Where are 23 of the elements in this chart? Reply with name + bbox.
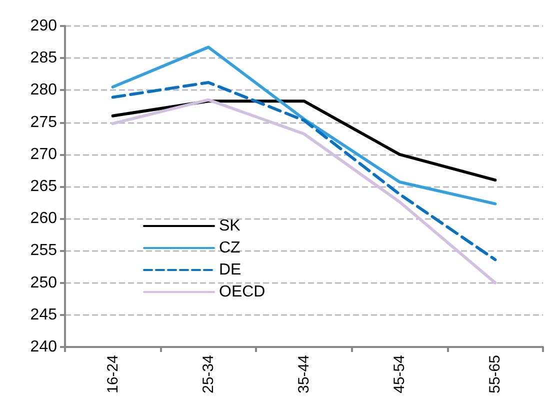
x-tick-label: 55-65 bbox=[486, 355, 504, 394]
line-series bbox=[111, 80, 497, 262]
y-tick-label: 270 bbox=[30, 146, 58, 163]
y-tick-label: 245 bbox=[30, 306, 58, 324]
y-tick-label: 275 bbox=[30, 114, 58, 131]
x-tick-label: 45-54 bbox=[391, 355, 408, 394]
legend-label: DE bbox=[219, 262, 242, 278]
y-tick-label: 260 bbox=[30, 210, 58, 228]
y-tick-label: 240 bbox=[30, 338, 58, 356]
line-series bbox=[111, 98, 497, 284]
y-tick-label: 280 bbox=[30, 82, 58, 99]
legend-label: OECD bbox=[219, 284, 266, 300]
y-tick-label: 285 bbox=[30, 50, 58, 67]
legend-label: SK bbox=[219, 218, 241, 234]
x-tick-label: 25-34 bbox=[200, 355, 217, 394]
legend-label: CZ bbox=[219, 240, 241, 256]
y-tick-label: 265 bbox=[30, 178, 58, 195]
y-tick-label: 250 bbox=[30, 274, 58, 292]
x-tick-label: 16-24 bbox=[104, 355, 122, 394]
y-tick-label: 290 bbox=[30, 18, 58, 34]
line-series bbox=[111, 46, 497, 206]
x-tick-label: 35-44 bbox=[296, 355, 312, 394]
y-tick-label: 255 bbox=[30, 242, 58, 260]
